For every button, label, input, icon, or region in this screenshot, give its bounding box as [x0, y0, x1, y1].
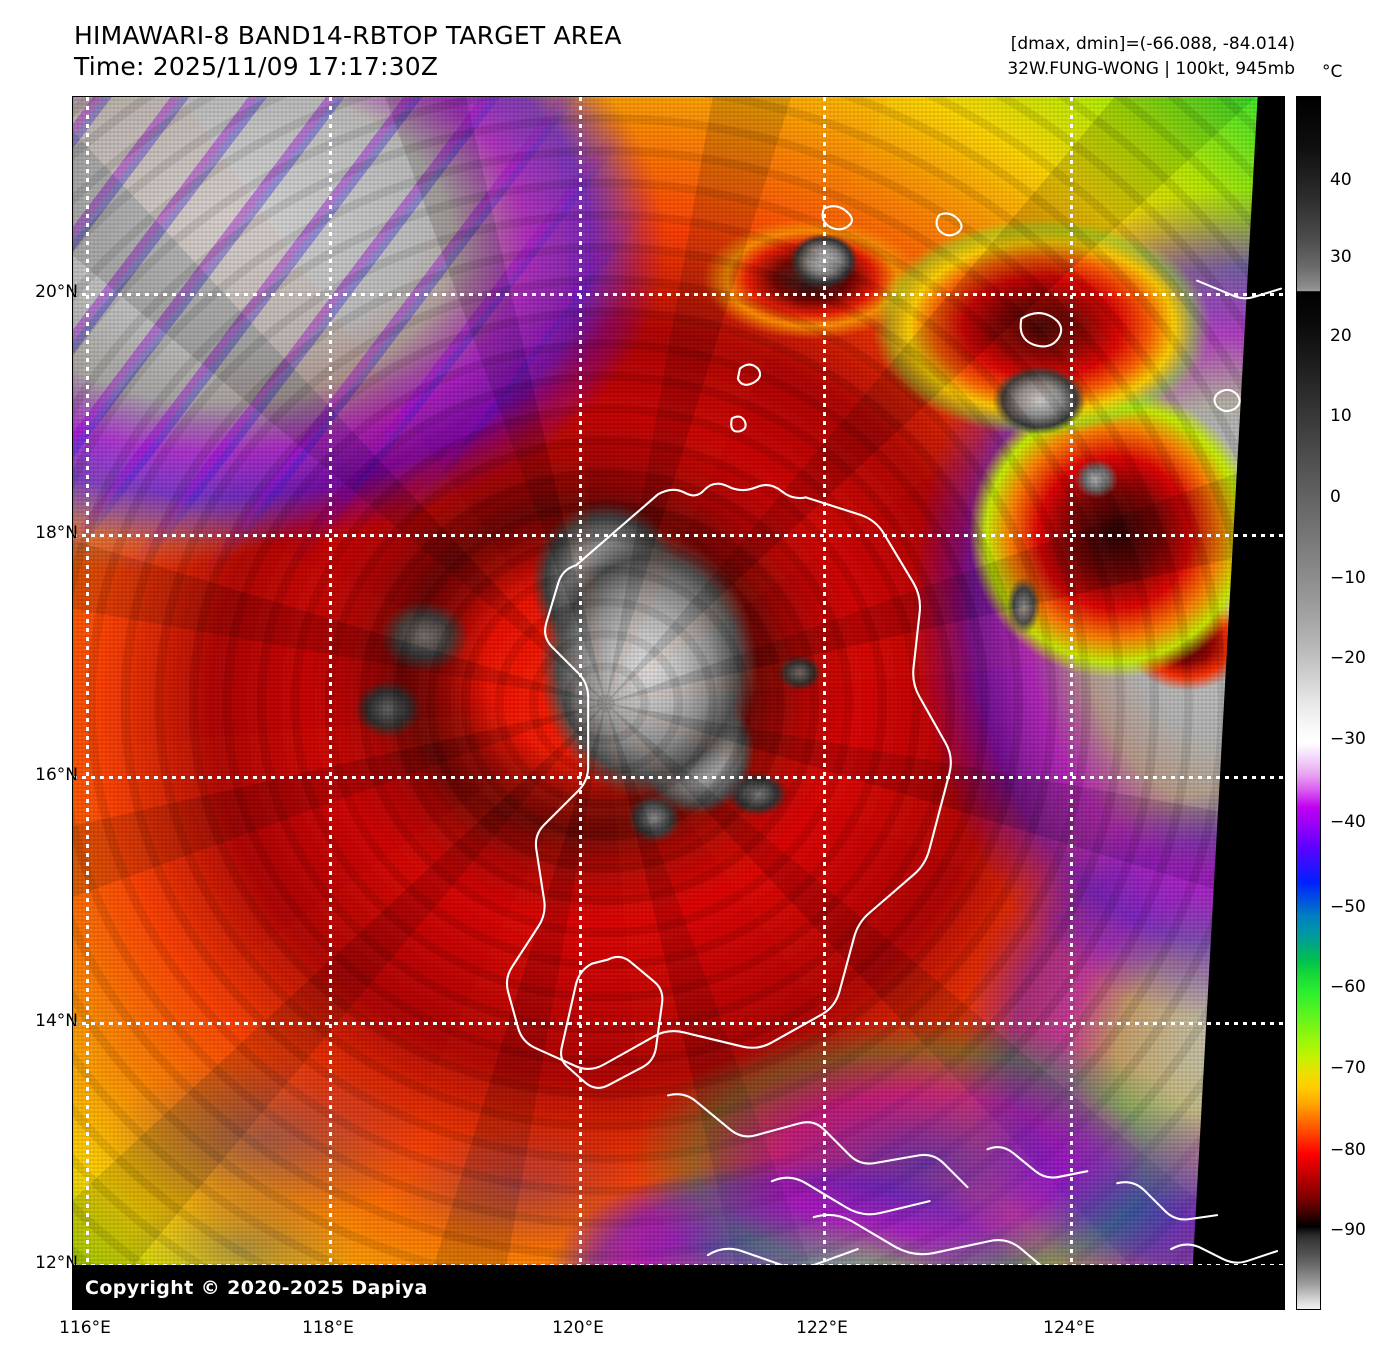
gridline-lon-122E	[823, 97, 826, 1309]
coastline-overlay	[505, 205, 1283, 1290]
colorbar-gradient	[1297, 97, 1320, 1309]
colorbar-tick-20: 20	[1330, 326, 1352, 346]
gridline-lat-16N	[73, 776, 1284, 779]
ytick-label-18N: 18°N	[35, 523, 78, 543]
colorbar-tick-m30: −30	[1330, 729, 1366, 749]
xtick-label-116E: 116°E	[59, 1318, 111, 1338]
ytick-label-20N: 20°N	[35, 282, 78, 302]
colorbar-tick-0: 0	[1330, 487, 1341, 507]
colorbar-tick-m50: −50	[1330, 897, 1366, 917]
colorbar-tick-m60: −60	[1330, 977, 1366, 997]
colorbar-tick-30: 30	[1330, 247, 1352, 267]
satellite-image-plot: Copyright © 2020-2025 Dapiya	[72, 96, 1285, 1310]
ytick-label-12N: 12°N	[35, 1253, 78, 1273]
colorbar-tick-m10: −10	[1330, 568, 1366, 588]
colorbar-tick-m20: −20	[1330, 648, 1366, 668]
gridline-lat-14N	[73, 1022, 1284, 1025]
infrared-imagery	[73, 97, 1284, 1309]
header-left: HIMAWARI-8 BAND14-RBTOP TARGET AREA Time…	[74, 20, 774, 82]
colorbar-tick-40: 40	[1330, 170, 1352, 190]
gridline-lon-120E	[579, 97, 582, 1309]
gridline-lat-20N	[73, 293, 1284, 296]
colorbar-tick-m90: −90	[1330, 1220, 1366, 1240]
colorbar-unit-label: °C	[1322, 62, 1343, 82]
xtick-label-122E: 122°E	[796, 1318, 848, 1338]
xtick-label-124E: 124°E	[1043, 1318, 1095, 1338]
data-range-label: [dmax, dmin]=(-66.088, -84.014)	[1010, 34, 1295, 54]
temperature-colorbar	[1296, 96, 1321, 1310]
storm-info-label: 32W.FUNG-WONG | 100kt, 945mb	[1007, 59, 1295, 79]
xtick-label-118E: 118°E	[302, 1318, 354, 1338]
gridline-lat-18N	[73, 534, 1284, 537]
colorbar-tick-m80: −80	[1330, 1140, 1366, 1160]
page-title: HIMAWARI-8 BAND14-RBTOP TARGET AREA	[74, 21, 622, 50]
colorbar-tick-m40: −40	[1330, 812, 1366, 832]
xtick-label-120E: 120°E	[552, 1318, 604, 1338]
ytick-label-14N: 14°N	[35, 1011, 78, 1031]
colorbar-tick-10: 10	[1330, 406, 1352, 426]
gridline-lon-124E	[1070, 97, 1073, 1309]
copyright-text: Copyright © 2020-2025 Dapiya	[85, 1277, 428, 1299]
copyright-band	[73, 1265, 1284, 1309]
header-right: [dmax, dmin]=(-66.088, -84.014) 32W.FUNG…	[875, 32, 1295, 82]
ytick-label-16N: 16°N	[35, 765, 78, 785]
timestamp: Time: 2025/11/09 17:17:30Z	[74, 52, 439, 81]
gridline-lon-116E	[86, 97, 89, 1309]
colorbar-tick-m70: −70	[1330, 1058, 1366, 1078]
gridline-lon-118E	[329, 97, 332, 1309]
